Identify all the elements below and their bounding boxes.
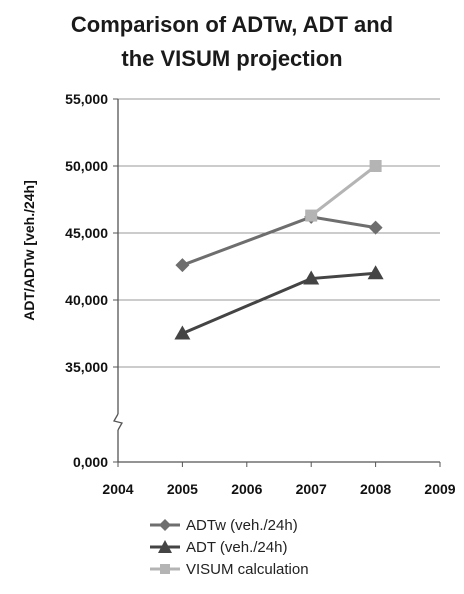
legend-item: VISUM calculation xyxy=(150,558,309,580)
x-tick-label: 2004 xyxy=(102,481,133,497)
x-tick-label: 2005 xyxy=(167,481,198,497)
legend-label: ADT (veh./24h) xyxy=(186,538,288,556)
y-tick-label: 45,000 xyxy=(65,225,108,241)
data-point-square xyxy=(305,209,318,222)
legend-item: ADTw (veh./24h) xyxy=(150,514,309,536)
chart-legend: ADTw (veh./24h) ADT (veh./24h) VISUM calcu… xyxy=(150,514,309,580)
y-tick-label: 0,000 xyxy=(73,454,108,470)
x-tick-label: 2009 xyxy=(424,481,455,497)
data-point-triangle xyxy=(367,265,384,280)
axis-break-mark xyxy=(113,413,123,431)
y-tick-label: 35,000 xyxy=(65,359,108,375)
series-line-triangle xyxy=(181,271,376,335)
legend-label: ADTw (veh./24h) xyxy=(186,516,298,534)
legend-swatch-square xyxy=(150,564,180,574)
chart-title-line-2: the VISUM projection xyxy=(121,46,343,71)
data-point-triangle xyxy=(303,270,320,285)
y-tick-label: 40,000 xyxy=(65,292,108,308)
series-line-square xyxy=(310,164,377,217)
data-point-square xyxy=(369,160,382,172)
legend-label: VISUM calculation xyxy=(186,560,309,578)
x-tick-label: 2008 xyxy=(360,481,391,497)
legend-item: ADT (veh./24h) xyxy=(150,536,309,558)
data-point-triangle xyxy=(174,325,191,340)
legend-swatch-triangle xyxy=(150,540,180,553)
series-line-diamond xyxy=(181,215,376,267)
y-tick-label: 55,000 xyxy=(65,91,108,107)
chart-title: Comparison of ADTw, ADT and the VISUM pr… xyxy=(0,8,464,76)
chart-title-line-1: Comparison of ADTw, ADT and xyxy=(70,12,394,37)
x-tick-label: 2006 xyxy=(231,481,262,497)
legend-swatch-diamond xyxy=(150,519,180,531)
y-tick-label: 50,000 xyxy=(65,158,108,174)
x-tick-label: 2007 xyxy=(296,481,327,497)
data-point-diamond xyxy=(175,258,190,273)
data-point-diamond xyxy=(368,220,383,235)
y-axis-label: ADT/ADTw [veh./24h] xyxy=(21,180,37,321)
